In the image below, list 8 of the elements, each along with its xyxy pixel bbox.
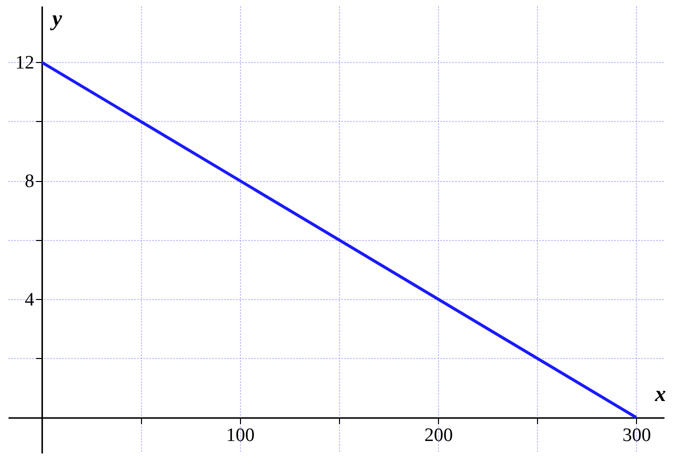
x-axis-title: x: [654, 380, 666, 406]
y-tick-label: 4: [24, 290, 35, 311]
x-tick-label: 200: [424, 424, 453, 446]
y-tick-label: 12: [15, 52, 34, 74]
y-axis-title: y: [49, 6, 62, 30]
x-tick-label: 100: [226, 424, 255, 446]
x-tick-label: 300: [622, 424, 652, 446]
y-tick-label: 8: [24, 171, 34, 192]
